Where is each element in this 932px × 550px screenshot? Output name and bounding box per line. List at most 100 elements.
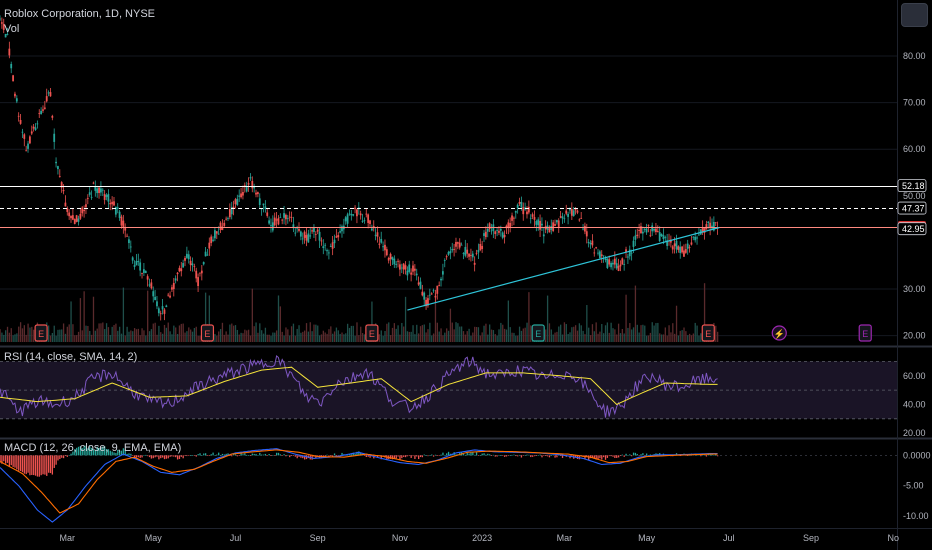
volume-bar: [305, 323, 308, 342]
macd-hist-bar: [304, 455, 306, 460]
volume-bar: [599, 331, 601, 342]
macd-hist-bar: [21, 455, 24, 473]
macd-hist-bar: [369, 455, 371, 458]
candle-body: [53, 133, 56, 142]
macd-hist-bar: [249, 455, 252, 456]
volume-bar: [186, 331, 188, 342]
volume-bar: [681, 330, 683, 342]
volume-bar: [307, 331, 310, 342]
volume-bar: [64, 333, 67, 342]
macd-hist-bar: [688, 455, 691, 456]
volume-bar: [623, 333, 625, 342]
candle-body: [341, 226, 343, 232]
volume-bar: [8, 332, 11, 342]
candle-body: [148, 284, 151, 286]
volume-bar: [619, 333, 622, 342]
candle-body: [116, 207, 119, 210]
candle-body: [619, 264, 622, 267]
volume-bar: [410, 331, 412, 342]
macd-hist-bar: [44, 455, 46, 475]
time-tick-label: Sep: [803, 533, 819, 543]
volume-bar: [107, 327, 110, 342]
volume-bar: [33, 329, 35, 342]
volume-bar: [10, 328, 12, 342]
candle-body: [623, 264, 626, 265]
volume-bar: [315, 324, 317, 342]
volume-bar: [558, 326, 560, 342]
volume-bar: [688, 333, 691, 342]
macd-hist-bar: [502, 455, 504, 456]
volume-bar: [576, 330, 579, 342]
macd-hist-bar: [511, 454, 513, 456]
macd-hist-bar: [421, 455, 424, 458]
macd-hist-bar: [154, 455, 156, 458]
volume-bar: [446, 328, 448, 342]
macd-hist-bar: [472, 452, 474, 456]
macd-hist-bar: [268, 454, 270, 456]
volume-bar: [193, 328, 196, 342]
candle-body: [578, 219, 581, 221]
volume-bar: [261, 330, 263, 342]
volume-bar: [408, 331, 410, 342]
candle-body: [299, 231, 302, 237]
candle-body: [10, 63, 13, 69]
macd-hist-bar: [423, 454, 425, 456]
candle-body: [589, 242, 592, 245]
macd-hist-bar: [629, 454, 631, 456]
volume-bar: [98, 323, 100, 342]
candle-body: [402, 263, 405, 270]
macd-hist-bar: [468, 453, 470, 456]
macd-hist-bar: [509, 455, 511, 456]
candle-body: [415, 273, 418, 276]
volume-bar: [554, 332, 556, 342]
macd-hist-bar: [38, 455, 40, 477]
volume-bar: [653, 325, 655, 342]
volume-bar: [462, 331, 465, 342]
volume-bar: [313, 324, 315, 342]
candle-body: [698, 234, 700, 236]
candle-body: [212, 239, 214, 241]
macd-hist-bar: [597, 455, 599, 460]
volume-bar: [83, 291, 85, 342]
candle-body: [57, 166, 59, 170]
volume-bar: [694, 322, 696, 342]
candle-body: [707, 221, 710, 223]
candle-body: [25, 150, 28, 152]
volume-bar: [560, 324, 562, 342]
candle-body: [210, 236, 213, 243]
macd-hist-bar: [584, 455, 586, 460]
candle-body: [384, 244, 386, 251]
macd-hist-bar: [425, 455, 427, 456]
candle-body: [208, 242, 211, 249]
macd-hist-bar: [77, 446, 80, 456]
macd-hist-bar: [289, 455, 291, 458]
macd-hist-bar: [298, 455, 300, 457]
macd-hist-bar: [470, 452, 472, 456]
volume-bar: [436, 322, 438, 342]
macd-hist-bar: [186, 455, 188, 457]
macd-hist-bar: [251, 453, 253, 456]
chart-settings-button[interactable]: [901, 3, 928, 27]
candle-body: [228, 209, 231, 218]
volume-bar: [176, 334, 179, 342]
volume-bar: [300, 332, 302, 342]
macd-hist-bar: [83, 445, 85, 456]
candle-body: [335, 236, 338, 238]
macd-hist-bar: [47, 455, 50, 473]
volume-bar: [27, 323, 29, 342]
candle-body: [307, 233, 310, 243]
volume-bar: [277, 295, 280, 342]
volume-bar: [322, 330, 324, 342]
macd-hist-bar: [612, 455, 614, 457]
volume-bar: [266, 334, 268, 342]
candle-body: [490, 230, 493, 232]
volume-bar: [259, 323, 261, 342]
volume-bar: [479, 335, 481, 342]
candle-body: [251, 181, 254, 189]
volume-bar: [229, 324, 231, 342]
candle-body: [238, 195, 241, 197]
volume-bar: [573, 326, 575, 342]
macd-hist-bar: [642, 453, 644, 456]
volume-bar: [290, 326, 293, 342]
